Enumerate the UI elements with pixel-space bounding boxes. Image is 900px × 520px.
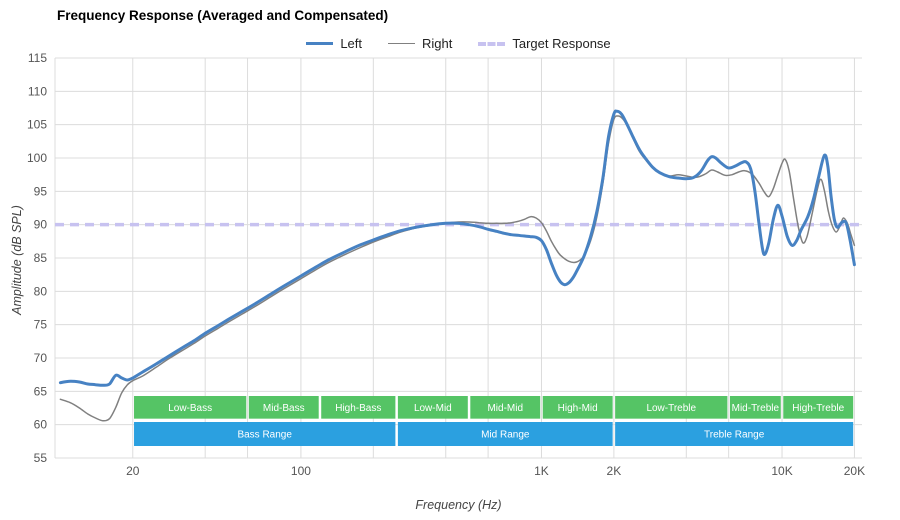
main-band-label-mid-range: Mid Range	[481, 430, 530, 441]
y-tick-label: 65	[34, 384, 48, 398]
y-tick-label: 85	[34, 251, 48, 265]
x-tick-label: 2K	[607, 464, 622, 478]
y-tick-label: 70	[34, 351, 48, 365]
y-tick-label: 105	[27, 118, 47, 132]
y-tick-label: 95	[34, 184, 48, 198]
legend-label-target-response: Target Response	[512, 36, 611, 51]
x-tick-label: 1K	[534, 464, 549, 478]
legend-label-left: Left	[340, 36, 363, 51]
y-tick-label: 110	[28, 84, 47, 98]
left-curve	[58, 109, 856, 387]
main-band-label-treble-range: Treble Range	[704, 430, 765, 441]
y-tick-label: 75	[34, 318, 48, 332]
x-tick-label: 20K	[844, 464, 865, 478]
sub-band-label-low-bass: Low-Bass	[168, 403, 212, 414]
chart-title: Frequency Response (Averaged and Compens…	[57, 8, 389, 23]
sub-band-high-mid	[542, 396, 613, 419]
sub-band-label-mid-mid: Mid-Mid	[487, 403, 523, 414]
sub-band-low-mid	[397, 396, 468, 419]
legend-item-right: Right	[388, 36, 452, 51]
legend-item-left: Left	[306, 36, 362, 51]
right-curve	[59, 115, 856, 422]
sub-band-high-bass	[321, 396, 396, 419]
x-tick-label: 20	[126, 464, 140, 478]
sub-band-label-mid-treble: Mid-Treble	[732, 403, 780, 414]
sub-band-label-high-bass: High-Bass	[335, 403, 381, 414]
legend-label-right: Right	[422, 36, 453, 51]
main-band-treble-range	[615, 422, 854, 446]
main-band-bass-range	[134, 422, 396, 446]
main-band-mid-range	[397, 422, 613, 446]
legend-swatch-left	[306, 41, 334, 46]
legend-swatch-target-response	[478, 41, 506, 46]
main-band-label-bass-range: Bass Range	[237, 430, 292, 441]
y-tick-label: 55	[34, 451, 48, 465]
sub-band-high-treble	[783, 396, 854, 419]
y-tick-label: 100	[27, 151, 47, 165]
y-tick-label: 80	[34, 284, 48, 298]
y-tick-label: 60	[34, 418, 48, 432]
x-tick-label: 100	[291, 464, 311, 478]
sub-band-label-high-treble: High-Treble	[792, 403, 844, 414]
legend-swatch-right	[388, 42, 416, 45]
y-tick-label: 115	[28, 51, 47, 65]
sub-band-label-high-mid: High-Mid	[558, 403, 598, 414]
sub-band-label-low-treble: Low-Treble	[646, 403, 696, 414]
sub-band-label-low-mid: Low-Mid	[414, 403, 452, 414]
x-tick-label: 10K	[771, 464, 792, 478]
legend-item-target-response: Target Response	[478, 36, 611, 51]
legend: Left Right Target Response	[55, 36, 862, 51]
sub-band-mid-treble	[729, 396, 781, 419]
y-tick-label: 90	[34, 218, 48, 232]
sub-band-mid-bass	[248, 396, 319, 419]
sub-band-low-treble	[615, 396, 728, 419]
sub-band-low-bass	[134, 396, 247, 419]
x-axis-label: Frequency (Hz)	[415, 498, 502, 512]
sub-band-label-mid-bass: Mid-Bass	[263, 403, 305, 414]
sub-band-mid-mid	[470, 396, 541, 419]
